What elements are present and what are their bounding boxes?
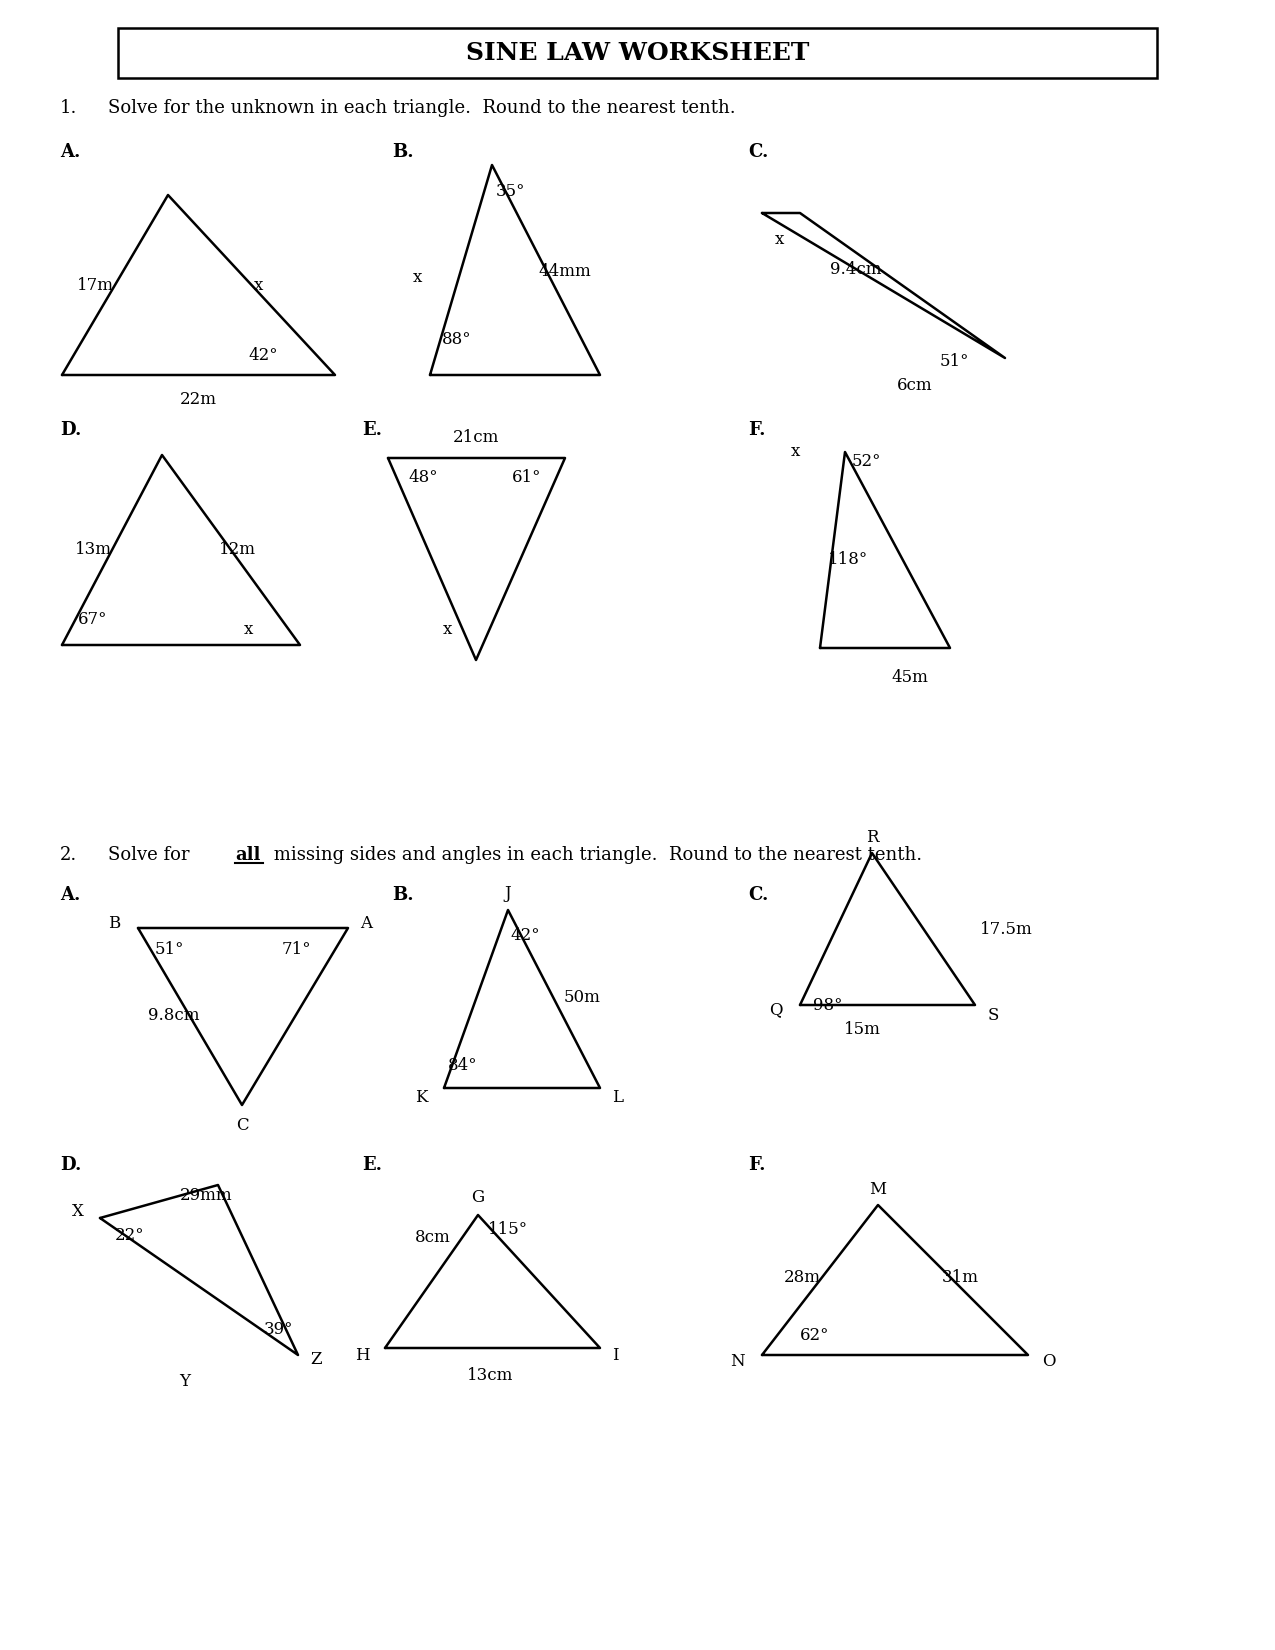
Text: 22m: 22m (180, 391, 217, 409)
Text: 42°: 42° (249, 346, 278, 363)
Text: A.: A. (60, 886, 80, 904)
Text: 44mm: 44mm (538, 264, 592, 280)
Text: 15m: 15m (844, 1021, 881, 1038)
Text: SINE LAW WORKSHEET: SINE LAW WORKSHEET (465, 41, 810, 64)
Text: Y: Y (180, 1373, 190, 1391)
Text: 1.: 1. (60, 99, 78, 117)
Text: 67°: 67° (78, 612, 107, 629)
Text: 115°: 115° (488, 1221, 528, 1239)
Text: x: x (775, 231, 784, 249)
Text: E.: E. (362, 421, 382, 439)
Text: 48°: 48° (408, 470, 437, 487)
Text: R: R (866, 830, 878, 846)
Text: Z: Z (310, 1351, 321, 1368)
Text: Q: Q (770, 1002, 783, 1018)
Text: 61°: 61° (513, 470, 542, 487)
Text: J: J (505, 884, 511, 901)
Text: all: all (235, 846, 260, 865)
Text: x: x (244, 622, 252, 639)
Text: 8cm: 8cm (414, 1229, 451, 1246)
Text: 84°: 84° (448, 1056, 478, 1074)
Text: 35°: 35° (496, 183, 525, 201)
Text: 62°: 62° (799, 1327, 830, 1343)
Text: x: x (790, 444, 799, 460)
Text: A.: A. (60, 144, 80, 162)
Text: F.: F. (748, 1157, 765, 1175)
Text: B.: B. (391, 886, 413, 904)
Text: 88°: 88° (442, 332, 472, 348)
Text: K: K (416, 1089, 428, 1107)
Text: 51°: 51° (156, 942, 185, 959)
Text: 118°: 118° (827, 551, 868, 569)
Text: G: G (472, 1190, 484, 1206)
Text: missing sides and angles in each triangle.  Round to the nearest tenth.: missing sides and angles in each triangl… (268, 846, 922, 865)
Text: 31m: 31m (941, 1269, 978, 1287)
Text: Solve for: Solve for (108, 846, 195, 865)
Text: 9.8cm: 9.8cm (148, 1006, 199, 1023)
Text: 51°: 51° (940, 353, 969, 371)
Text: D.: D. (60, 421, 82, 439)
Text: 28m: 28m (784, 1269, 821, 1287)
Text: B.: B. (391, 144, 413, 162)
Text: E.: E. (362, 1157, 382, 1175)
Bar (119, 28, 1156, 78)
Text: L: L (612, 1089, 623, 1107)
Text: x: x (442, 622, 451, 639)
Text: 13m: 13m (74, 541, 111, 558)
Text: 12m: 12m (218, 541, 255, 558)
Text: 42°: 42° (510, 927, 539, 944)
Text: F.: F. (748, 421, 765, 439)
Text: 45m: 45m (891, 670, 928, 686)
Text: 29mm: 29mm (180, 1186, 232, 1203)
Text: S: S (988, 1006, 1000, 1023)
Text: x: x (413, 269, 422, 287)
Text: X: X (73, 1203, 84, 1221)
Text: N: N (731, 1353, 745, 1371)
Text: C: C (236, 1117, 249, 1134)
Text: 50m: 50m (564, 990, 601, 1006)
Text: 2.: 2. (60, 846, 78, 865)
Text: C.: C. (748, 886, 769, 904)
Text: 98°: 98° (813, 997, 843, 1013)
Text: 17m: 17m (76, 277, 113, 294)
Text: O: O (1042, 1353, 1056, 1371)
Text: C.: C. (748, 144, 769, 162)
Text: 21cm: 21cm (453, 429, 500, 447)
Text: 71°: 71° (282, 942, 311, 959)
Text: 6cm: 6cm (898, 376, 933, 393)
Text: A: A (360, 914, 372, 932)
Text: H: H (356, 1346, 370, 1363)
Text: 17.5m: 17.5m (980, 921, 1033, 939)
Text: M: M (870, 1181, 886, 1198)
Text: B: B (108, 914, 120, 932)
Text: Solve for the unknown in each triangle.  Round to the nearest tenth.: Solve for the unknown in each triangle. … (108, 99, 736, 117)
Text: 52°: 52° (852, 454, 881, 470)
Text: 22°: 22° (115, 1226, 144, 1244)
Text: 9.4cm: 9.4cm (830, 261, 881, 279)
Text: x: x (254, 277, 263, 294)
Text: 13cm: 13cm (467, 1366, 513, 1383)
Text: I: I (612, 1346, 618, 1363)
Text: D.: D. (60, 1157, 82, 1175)
Text: 39°: 39° (264, 1322, 293, 1338)
